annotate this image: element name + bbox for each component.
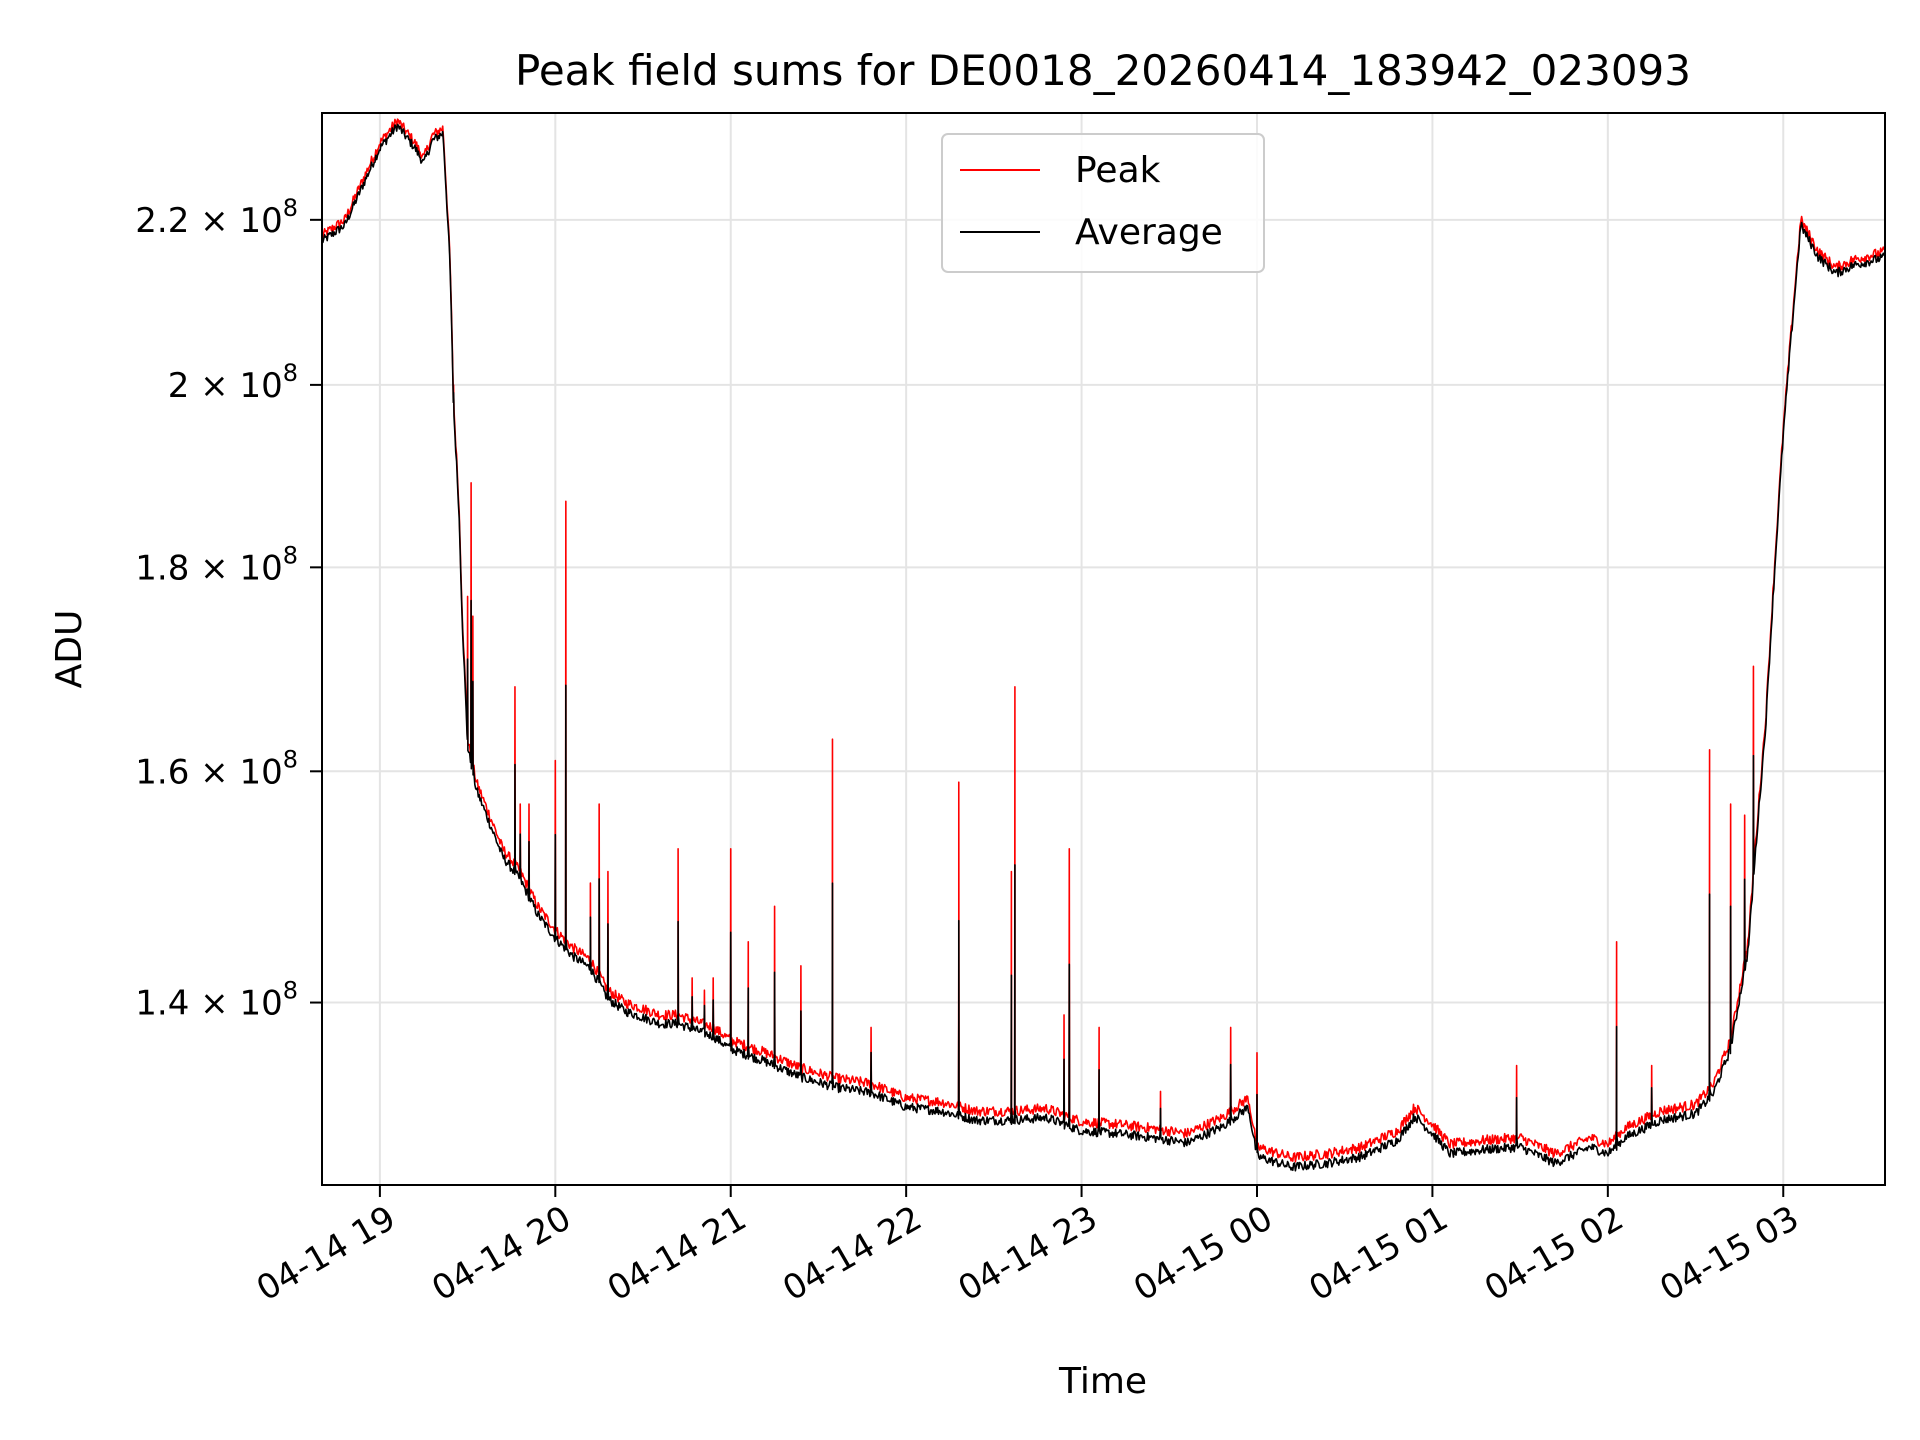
y-tick-mantissa: 2 × 10 [168, 366, 283, 406]
y-tick-exponent: 8 [283, 977, 298, 1005]
y-tick-mantissa: 1.6 × 10 [135, 752, 282, 792]
y-tick-exponent: 8 [283, 359, 298, 387]
y-tick-label: 2.2 × 108 [135, 194, 298, 241]
chart-title: Peak field sums for DE0018_20260414_1839… [515, 46, 1691, 95]
y-tick-exponent: 8 [283, 541, 298, 569]
plot-lines [322, 118, 1885, 1172]
y-tick-exponent: 8 [283, 194, 298, 222]
series-line-peak [322, 118, 1885, 1163]
plot-frame [321, 112, 1886, 1186]
x-axis-label: Time [1058, 1361, 1147, 1402]
y-tick-exponent: 8 [283, 745, 298, 773]
y-tick-mantissa: 2.2 × 10 [135, 201, 282, 241]
y-tick-label: 1.4 × 108 [135, 977, 298, 1024]
legend-box [941, 133, 1265, 273]
y-tick-label: 1.8 × 108 [135, 541, 298, 588]
y-tick-mantissa: 1.8 × 10 [135, 548, 282, 588]
y-tick-label: 2 × 108 [168, 359, 298, 406]
legend-peak-label: Peak [1075, 150, 1161, 191]
legend-average-label: Average [1075, 212, 1223, 253]
y-axis-label: ADU [49, 610, 90, 689]
y-tick-mantissa: 1.4 × 10 [135, 984, 282, 1024]
series-line-average [322, 123, 1885, 1172]
y-tick-label: 1.6 × 108 [135, 745, 298, 792]
legend: Peak Average [941, 133, 1265, 273]
